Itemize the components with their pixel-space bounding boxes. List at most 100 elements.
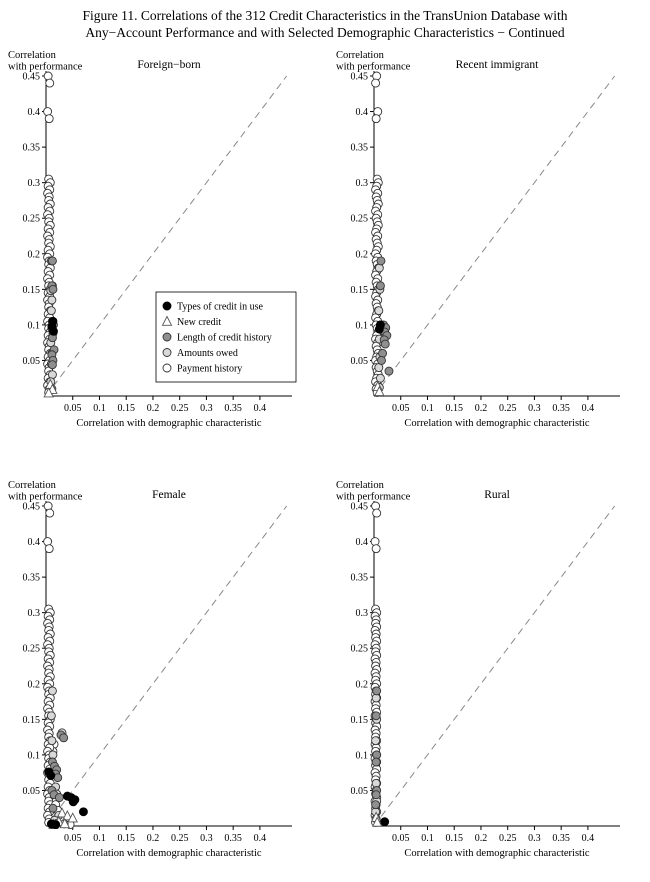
legend-label: Types of credit in use: [177, 302, 264, 313]
legend-label: Payment history: [177, 364, 242, 375]
y-tick-label: 0.05: [23, 356, 41, 367]
y-tick-label: 0.15: [23, 285, 41, 296]
data-point-circle: [162, 348, 172, 357]
y-axis-title-line1: Correlation: [336, 480, 385, 491]
data-point-circle: [375, 281, 385, 291]
x-tick-label: 0.05: [392, 833, 410, 844]
y-axis-title-line2: with performance: [336, 62, 411, 73]
x-axis-title: Correlation with demographic characteris…: [76, 418, 261, 429]
figure-title: Figure 11. Correlations of the 312 Credi…: [0, 8, 650, 42]
y-axis-title-line2: with performance: [8, 492, 83, 503]
diagonal-reference-line: [45, 75, 288, 397]
y-tick-label: 0.3: [28, 608, 41, 619]
y-axis-title-line1: Correlation: [8, 480, 57, 491]
data-point-circle: [374, 306, 384, 316]
y-tick-label: 0.1: [28, 750, 41, 761]
data-point-circle: [372, 508, 382, 518]
data-point-circle: [48, 803, 58, 813]
data-point-circle: [371, 790, 381, 800]
y-tick-label: 0.2: [28, 249, 41, 260]
data-point-circle: [372, 686, 382, 696]
x-tick-label: 0.25: [499, 403, 517, 414]
data-point-circle: [45, 508, 55, 518]
data-point-circle: [377, 355, 386, 365]
data-point-circle: [47, 370, 57, 380]
data-point-triangle: [56, 807, 68, 818]
data-point-triangle: [62, 810, 73, 821]
data-point-circle: [44, 544, 54, 554]
data-point-triangle: [374, 385, 385, 396]
panel-title: Recent immigrant: [456, 59, 540, 71]
y-tick-label: 0.2: [356, 679, 369, 690]
x-tick-label: 0.2: [147, 833, 160, 844]
data-point-triangle: [59, 817, 70, 829]
y-tick-label: 0.3: [356, 178, 369, 189]
x-tick-label: 0.4: [582, 403, 595, 414]
data-point-circle: [371, 757, 381, 767]
x-tick-label: 0.3: [528, 833, 541, 844]
x-tick-label: 0.35: [224, 403, 242, 414]
data-point-circle: [68, 797, 78, 807]
data-point-circle: [380, 339, 390, 349]
data-point-circle: [371, 78, 381, 88]
data-point-circle: [43, 71, 53, 81]
data-point-circle: [371, 544, 381, 554]
data-point-circle: [49, 326, 58, 336]
data-point-circle: [44, 114, 54, 124]
y-tick-label: 0.35: [351, 573, 369, 584]
data-point-circle: [47, 360, 57, 370]
data-point-circle: [45, 78, 55, 88]
data-point-triangle: [43, 387, 54, 398]
x-tick-label: 0.2: [147, 403, 160, 414]
x-tick-label: 0.15: [117, 403, 135, 414]
panel-title: Rural: [484, 489, 510, 501]
diagonal-reference-line: [45, 505, 288, 827]
y-tick-label: 0.25: [351, 644, 369, 655]
figure-title-line2: Any−Account Performance and with Selecte…: [85, 24, 565, 40]
y-tick-label: 0.45: [23, 502, 41, 513]
data-point-circle: [375, 373, 385, 383]
y-tick-label: 0.3: [356, 608, 369, 619]
x-tick-label: 0.3: [200, 403, 213, 414]
y-axis-title-line2: with performance: [336, 492, 411, 503]
legend-label: New credit: [177, 317, 221, 328]
data-point-circle: [43, 537, 53, 547]
x-tick-label: 0.35: [224, 833, 242, 844]
x-tick-label: 0.35: [552, 403, 570, 414]
x-tick-label: 0.2: [475, 833, 488, 844]
x-tick-label: 0.4: [582, 833, 595, 844]
x-tick-label: 0.05: [64, 403, 82, 414]
y-tick-label: 0.4: [356, 537, 369, 548]
x-tick-label: 0.15: [445, 833, 463, 844]
x-tick-label: 0.1: [93, 833, 106, 844]
data-point-circle: [374, 324, 384, 334]
x-axis-title: Correlation with demographic characteris…: [76, 848, 261, 859]
x-tick-label: 0.2: [475, 403, 488, 414]
data-point-circle: [162, 301, 172, 311]
data-point-circle: [43, 501, 53, 511]
y-tick-label: 0.2: [28, 679, 41, 690]
y-tick-label: 0.3: [28, 178, 41, 189]
y-tick-label: 0.4: [28, 107, 41, 118]
y-tick-label: 0.25: [351, 214, 369, 225]
y-tick-label: 0.15: [351, 285, 369, 296]
x-tick-label: 0.05: [64, 833, 82, 844]
y-axis-title-line1: Correlation: [336, 50, 385, 61]
diagonal-reference-line: [373, 75, 616, 397]
data-point-circle: [48, 284, 58, 294]
data-point-circle: [47, 295, 57, 305]
legend-label: Amounts owed: [177, 348, 238, 359]
data-point-triangle: [371, 816, 383, 827]
x-tick-label: 0.1: [421, 403, 434, 414]
legend-label: Length of credit history: [177, 333, 272, 344]
y-tick-label: 0.4: [356, 107, 369, 118]
panel-title: Foreign−born: [137, 59, 201, 71]
y-tick-label: 0.2: [356, 249, 369, 260]
data-point-circle: [46, 711, 56, 721]
data-point-circle: [46, 771, 56, 780]
x-tick-label: 0.1: [421, 833, 434, 844]
data-point-circle: [59, 733, 69, 743]
x-tick-label: 0.25: [171, 403, 189, 414]
